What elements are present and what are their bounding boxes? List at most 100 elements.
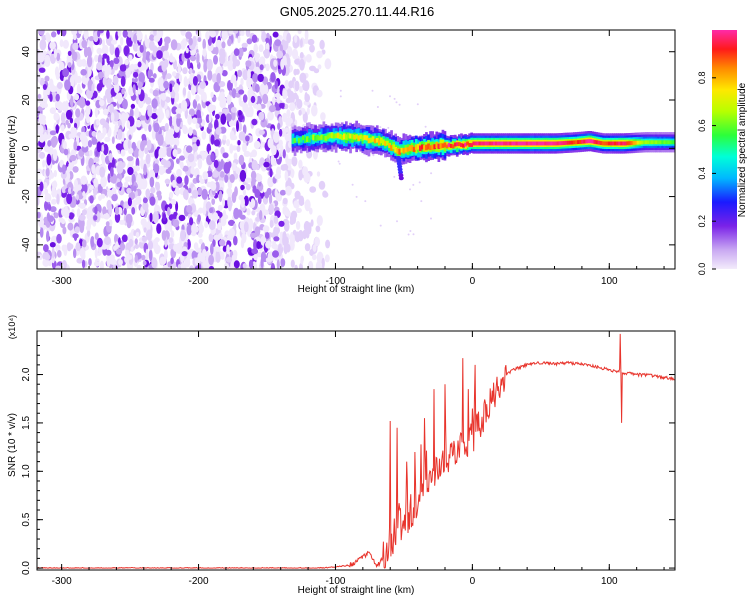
noise-blob [196,117,203,124]
signal-band-cell [312,134,315,141]
noise-blob [65,119,69,125]
noise-blob [184,189,189,201]
noise-blob [56,81,63,90]
noise-blob [285,153,289,165]
noise-blob [158,147,165,159]
spectrogram-noise-layer [37,30,433,269]
snr-series-line [37,333,675,569]
noise-blob [52,180,58,189]
noise-blob [253,140,261,150]
signal-band-cell [630,141,634,145]
noise-blob [170,39,178,51]
noise-blob [123,45,130,57]
signal-band-cell [566,140,570,145]
noise-blob [220,113,227,125]
noise-blob [39,133,45,143]
noise-blob [283,244,287,253]
noise-blob [106,256,111,267]
signal-band-cell [546,141,549,146]
noise-blob [72,166,79,173]
noise-blob [142,201,149,211]
noise-blob [58,61,65,73]
noise-blob [274,80,279,90]
noise-blob [257,195,262,205]
signal-band-cell [380,137,383,144]
noise-blob [322,190,328,198]
noise-blob [122,98,128,110]
noise-blob [110,112,115,123]
noise-blob [254,43,258,54]
noise-blob [287,117,293,126]
signal-band-cell [527,141,531,146]
noise-blob [104,236,111,246]
noise-blob [199,253,206,263]
noise-blob [218,233,223,239]
signal-band-cell [316,134,319,141]
signal-band-cell [593,140,597,144]
noise-blob [96,83,103,92]
noise-blob [195,247,202,253]
noise-blob [109,60,114,68]
noise-blob [226,187,233,195]
noise-blob [220,251,225,260]
noise-blob [123,201,129,210]
noise-blob [239,214,246,220]
signal-band-cell [570,140,574,145]
signal-band-cell [388,142,391,148]
signal-band-cell [328,133,332,138]
noise-blob [178,155,186,161]
noise-blob [38,151,46,159]
signal-band-cell [412,146,416,153]
signal-band-cell [521,141,525,146]
noise-blob [245,30,251,37]
noise-blob [324,254,330,263]
noise-blob [119,219,126,225]
signal-band-cell [390,145,393,151]
noise-blob [236,120,239,132]
noise-blob [315,225,321,233]
noise-blob [43,244,49,253]
noise-blob [165,73,172,80]
noise-blob [173,137,180,147]
noise-blob [209,30,216,38]
noise-blob [110,166,114,177]
noise-blob [287,89,292,100]
noise-blob [245,108,252,118]
noise-blob [238,89,245,95]
noise-blob [290,210,298,219]
x-tick-label: -100 [325,576,345,587]
noise-blob [106,55,110,64]
spectrogram-signal-band [291,120,675,181]
noise-blob [245,135,250,142]
noise-speck [351,183,354,186]
noise-blob [272,250,279,258]
signal-band-cell [651,140,654,145]
noise-blob [73,122,78,128]
noise-blob [142,48,147,60]
noise-blob [87,218,92,230]
noise-blob [96,237,103,248]
noise-blob [270,72,276,82]
noise-blob [88,258,92,267]
noise-blob [191,223,197,235]
noise-blob [155,181,159,190]
noise-blob [97,132,105,140]
noise-blob [231,88,237,99]
noise-blob [280,258,286,268]
noise-blob [105,221,110,227]
noise-blob [124,176,132,182]
signal-band-cell [642,140,646,145]
noise-blob [55,100,62,109]
signal-band-cell [396,148,400,154]
signal-band-cell [377,139,381,145]
noise-blob [117,129,123,140]
noise-blob [250,95,256,104]
noise-blob [143,163,147,176]
noise-blob [53,112,60,121]
noise-blob [96,47,103,55]
noise-blob [86,55,93,68]
noise-blob [216,72,221,84]
noise-blob [256,241,261,250]
